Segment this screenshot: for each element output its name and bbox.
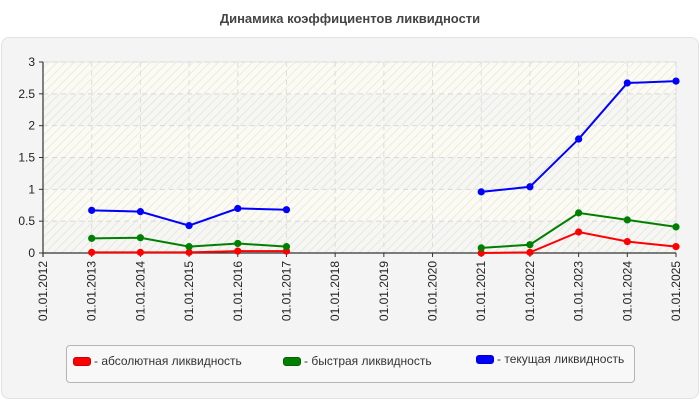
data-point[interactable]: [88, 206, 96, 214]
data-point[interactable]: [185, 243, 193, 251]
legend-item-current: - текущая ликвидность: [476, 352, 624, 366]
plot-area: [42, 61, 677, 254]
data-point[interactable]: [185, 222, 193, 230]
legend-item-absolute: - абсолютная ликвидность: [73, 354, 242, 368]
x-tick-label: 01.01.2018: [328, 261, 342, 321]
data-point[interactable]: [185, 248, 193, 256]
data-point[interactable]: [575, 209, 583, 217]
y-tick-label: 0: [28, 246, 35, 260]
data-point[interactable]: [477, 244, 485, 252]
x-tick-label: 01.01.2021: [474, 261, 488, 321]
legend-item-quick: - быстрая ликвидность: [283, 354, 432, 368]
data-point[interactable]: [282, 243, 291, 251]
data-point[interactable]: [136, 208, 144, 216]
chart-title: Динамика коэффициентов ликвидности: [219, 11, 481, 26]
data-point[interactable]: [136, 248, 144, 256]
x-tick-label: 01.01.2020: [426, 261, 440, 321]
legend-swatch-green: [283, 356, 301, 366]
x-tick-label: 01.01.2012: [36, 261, 50, 321]
y-tick-label: 3: [28, 55, 35, 69]
x-tick-label: 01.01.2013: [85, 261, 99, 321]
y-tick-label: 1.5: [18, 151, 35, 165]
legend-swatch-blue: [476, 354, 494, 364]
data-point[interactable]: [672, 223, 680, 231]
data-point[interactable]: [282, 206, 291, 214]
data-point[interactable]: [88, 248, 96, 256]
data-point[interactable]: [623, 79, 631, 87]
x-tick-label: 01.01.2016: [231, 261, 245, 321]
x-tick-label: 01.01.2023: [572, 261, 586, 321]
data-point[interactable]: [477, 249, 485, 257]
y-tick-label: 2: [28, 119, 35, 133]
data-point[interactable]: [526, 248, 534, 256]
series-lines: [88, 77, 680, 257]
data-point[interactable]: [575, 135, 583, 143]
data-point[interactable]: [234, 239, 242, 248]
y-tick-label: 1: [28, 182, 35, 196]
legend-label: - быстрая ликвидность: [304, 354, 432, 368]
data-point[interactable]: [136, 234, 144, 242]
x-tick-label: 01.01.2015: [182, 261, 196, 321]
data-point[interactable]: [672, 77, 680, 85]
data-point[interactable]: [623, 216, 631, 224]
legend-label: - абсолютная ликвидность: [94, 354, 242, 368]
x-tick-label: 01.01.2014: [133, 261, 147, 321]
data-point[interactable]: [623, 237, 631, 246]
x-tick-label: 01.01.2022: [523, 261, 537, 321]
y-tick-label: 0.5: [18, 214, 35, 228]
data-point[interactable]: [526, 183, 534, 191]
data-point[interactable]: [88, 234, 96, 242]
legend: - абсолютная ликвидность - быстрая ликви…: [66, 345, 635, 383]
x-tick-label: 01.01.2024: [620, 261, 634, 321]
axes: 0 0.5 1 1.5 2 2.5 3 01.01.2012 01.01.2013 01.01.2…: [18, 55, 683, 321]
x-tick-label: 01.01.2025: [669, 261, 683, 321]
legend-label: - текущая ликвидность: [497, 352, 625, 366]
data-point[interactable]: [526, 241, 534, 249]
legend-swatch-red: [73, 356, 91, 366]
x-tick-label: 01.01.2017: [279, 261, 293, 321]
y-tick-label: 2.5: [18, 87, 35, 101]
x-tick-label: 01.01.2019: [377, 261, 391, 321]
grid-lines: [43, 61, 677, 253]
data-point[interactable]: [234, 204, 242, 213]
data-point[interactable]: [672, 243, 680, 251]
data-point[interactable]: [477, 188, 485, 196]
data-point[interactable]: [575, 228, 583, 236]
data-point[interactable]: [234, 247, 242, 255]
